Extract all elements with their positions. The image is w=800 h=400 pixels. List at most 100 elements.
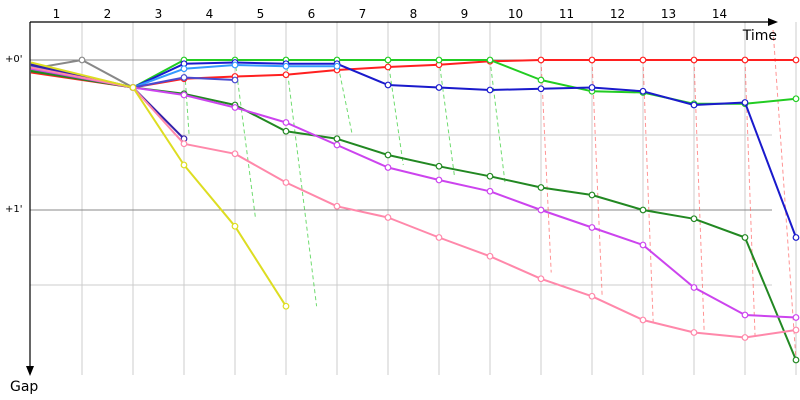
data-point <box>231 76 239 84</box>
pit-stop-line <box>540 59 552 273</box>
data-point <box>435 162 443 170</box>
data-point <box>282 71 290 79</box>
pit-stop-line <box>489 59 506 186</box>
x-axis-title: Time <box>742 28 777 44</box>
data-point <box>690 56 698 64</box>
data-point <box>690 329 698 336</box>
x-tick-label: 5 <box>257 7 265 21</box>
data-point <box>231 104 239 111</box>
data-point <box>588 84 596 91</box>
pit-stop-line <box>285 59 318 307</box>
data-point <box>78 56 86 64</box>
data-point <box>333 62 341 70</box>
data-point <box>741 99 749 106</box>
data-point <box>792 326 800 334</box>
x-tick-label: 11 <box>559 7 574 21</box>
series-line <box>30 61 287 307</box>
data-point <box>792 95 800 103</box>
data-point <box>792 56 800 64</box>
x-tick-label: 14 <box>712 7 727 21</box>
data-point <box>384 81 392 89</box>
series-10 <box>30 61 290 310</box>
data-point <box>588 56 596 64</box>
pit-stop-line <box>642 59 654 323</box>
data-point <box>384 214 392 221</box>
data-point <box>180 91 188 99</box>
pit-stop-line <box>183 59 190 136</box>
data-point <box>486 172 494 180</box>
data-point <box>639 206 647 214</box>
grid <box>30 22 797 375</box>
data-point <box>537 275 545 283</box>
y-tick-label: +0' <box>5 54 23 65</box>
y-axis-arrow <box>26 366 34 376</box>
data-point <box>333 202 341 210</box>
series-line <box>30 70 797 361</box>
data-point <box>384 164 392 171</box>
data-point <box>180 65 188 73</box>
data-point <box>435 84 443 91</box>
series-8 <box>30 67 800 321</box>
data-point <box>333 141 341 149</box>
data-point <box>639 87 647 95</box>
axes: Time Gap <box>10 18 778 395</box>
data-point <box>690 101 698 109</box>
x-tick-label: 4 <box>206 7 214 21</box>
x-tick-label: 10 <box>508 7 523 21</box>
data-point <box>588 292 596 300</box>
y-tick-labels: +0' +1' <box>5 54 23 215</box>
data-point <box>639 56 647 64</box>
data-point <box>282 302 290 310</box>
x-tick-label: 13 <box>661 7 676 21</box>
data-point <box>282 127 290 135</box>
x-tick-label: 2 <box>104 7 112 21</box>
data-point <box>639 241 647 249</box>
x-tick-label: 6 <box>308 7 316 21</box>
data-point <box>588 224 596 231</box>
pit-stop-line <box>744 59 756 341</box>
data-point <box>384 63 392 71</box>
data-point <box>129 84 137 91</box>
data-point <box>537 85 545 93</box>
data-point <box>384 151 392 159</box>
series-7 <box>30 70 800 364</box>
series-9 <box>30 66 800 341</box>
data-point <box>486 252 494 260</box>
data-point <box>282 179 290 186</box>
data-point <box>537 184 545 191</box>
x-tick-label: 7 <box>359 7 367 21</box>
data-point <box>180 140 188 148</box>
data-point <box>435 56 443 64</box>
y-tick-label: +1' <box>5 204 23 215</box>
x-tick-label: 9 <box>461 7 469 21</box>
data-point <box>180 161 188 169</box>
x-tick-label: 12 <box>610 7 625 21</box>
data-point <box>690 215 698 223</box>
data-point <box>537 56 545 64</box>
data-point <box>792 234 800 241</box>
data-point <box>741 234 749 241</box>
pit-stop-line <box>336 59 353 136</box>
data-point <box>333 135 341 143</box>
data-point <box>537 76 545 84</box>
data-point <box>792 356 800 364</box>
data-point <box>435 176 443 184</box>
data-point <box>741 311 749 319</box>
pit-stop-line <box>591 59 603 298</box>
x-axis-arrow <box>768 18 778 26</box>
data-point <box>537 206 545 214</box>
data-point <box>588 191 596 199</box>
data-point <box>741 56 749 64</box>
data-point <box>792 314 800 321</box>
series-3 <box>30 59 800 241</box>
series-group <box>30 56 800 364</box>
data-point <box>741 334 749 341</box>
data-point <box>486 187 494 195</box>
data-point <box>282 119 290 126</box>
pit-stop-line <box>234 59 256 218</box>
x-tick-label: 1 <box>53 7 61 21</box>
y-axis-title: Gap <box>10 379 38 395</box>
data-point <box>231 222 239 230</box>
data-point <box>486 56 494 64</box>
